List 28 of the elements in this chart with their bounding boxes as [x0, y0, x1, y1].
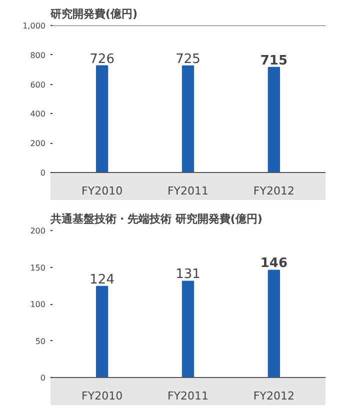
- data-label: 124: [90, 272, 114, 288]
- y-tick-label: 0: [40, 374, 46, 382]
- y-tick-label: 400: [30, 110, 46, 119]
- bar: [96, 286, 108, 378]
- data-label: 131: [176, 267, 200, 282]
- y-tick-label: 1,000: [22, 22, 46, 30]
- y-tick-label: 50: [35, 336, 46, 346]
- chart-title: 研究開発費(億円): [50, 8, 138, 20]
- y-tick-label: 800: [30, 50, 46, 60]
- y-tick-label: 150: [30, 263, 46, 272]
- y-tick-label: 200: [30, 139, 46, 148]
- x-tick-label: FY2011: [167, 184, 209, 198]
- x-tick-label: FY2011: [167, 390, 209, 402]
- y-tick-label: 0: [40, 168, 46, 178]
- x-tick-label: FY2010: [82, 184, 123, 198]
- chart-title: 共通基盤技術・先端技術 研究開発費(億円): [50, 212, 262, 226]
- data-label: 726: [90, 52, 114, 67]
- x-tick-label: FY2012: [253, 184, 294, 198]
- y-tick-label: 200: [30, 226, 46, 236]
- x-tick-label: FY2010: [82, 390, 123, 402]
- data-label: 715: [260, 53, 288, 68]
- bar: [268, 270, 280, 378]
- bar: [182, 280, 194, 378]
- y-tick-label: 600: [30, 80, 46, 90]
- data-label: 146: [260, 256, 288, 272]
- x-tick-label: FY2012: [253, 390, 294, 402]
- y-tick-label: 100: [30, 300, 46, 309]
- data-label: 725: [176, 52, 200, 67]
